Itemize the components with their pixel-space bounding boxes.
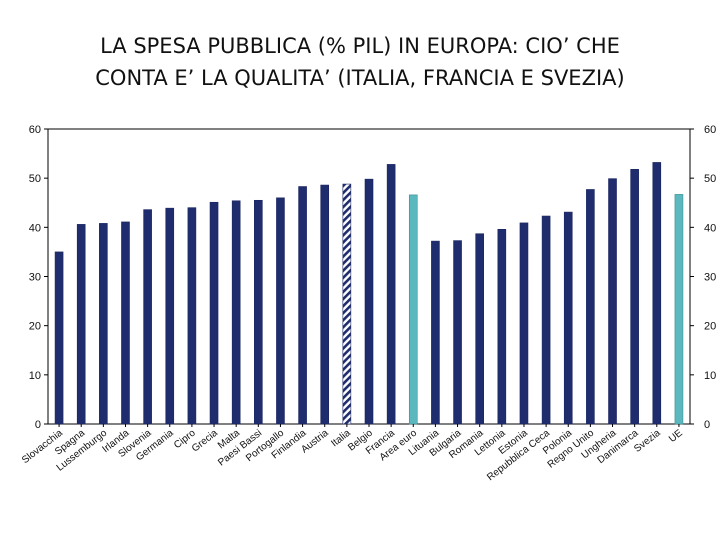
bar [54, 251, 64, 425]
bar [320, 184, 330, 425]
y-tick-label-left: 30 [29, 272, 41, 284]
bar [497, 229, 507, 425]
y-tick-label-left: 0 [35, 419, 41, 431]
y-tick-label-right: 20 [704, 321, 716, 333]
bar [276, 197, 285, 425]
bar [99, 223, 108, 425]
y-tick-label-right: 10 [704, 370, 716, 382]
bar [298, 186, 307, 425]
bar [586, 189, 595, 425]
bar [563, 211, 573, 425]
category-label: UE [667, 428, 685, 445]
title-line-1: LA SPESA PUBBLICA (% PIL) IN EUROPA: CIO… [100, 34, 620, 58]
bar [143, 209, 152, 425]
bar [408, 194, 418, 425]
y-tick-label-right: 30 [704, 272, 716, 284]
category-label: Svezia [632, 427, 663, 454]
bar [254, 199, 263, 425]
bar [386, 164, 396, 425]
bar [652, 162, 662, 425]
y-tick-label-left: 40 [29, 222, 41, 234]
bar [608, 178, 617, 425]
bar [342, 183, 352, 425]
bar [475, 233, 484, 425]
y-tick-label-right: 60 [704, 124, 716, 136]
slide-title: LA SPESA PUBBLICA (% PIL) IN EUROPA: CIO… [0, 30, 720, 94]
bar [209, 201, 219, 425]
bar [165, 207, 175, 425]
y-tick-label-right: 40 [704, 222, 716, 234]
y-tick-label-left: 60 [29, 124, 41, 136]
bar [431, 240, 440, 425]
bar [674, 194, 684, 425]
bar [364, 178, 374, 425]
y-tick-label-left: 10 [29, 370, 41, 382]
bar [519, 222, 529, 425]
category-label: Grecia [190, 427, 220, 454]
bar [231, 200, 241, 425]
bar [630, 169, 639, 425]
bar [187, 207, 197, 425]
title-line-2: CONTA E’ LA QUALITA’ (ITALIA, FRANCIA E … [95, 66, 625, 90]
y-tick-label-left: 20 [29, 321, 41, 333]
y-tick-label-left: 50 [29, 173, 41, 185]
bar [121, 221, 130, 425]
bar [453, 240, 462, 425]
bar [541, 215, 551, 425]
y-tick-label-right: 0 [704, 419, 710, 431]
bar [76, 224, 86, 425]
y-tick-label-right: 50 [704, 173, 716, 185]
